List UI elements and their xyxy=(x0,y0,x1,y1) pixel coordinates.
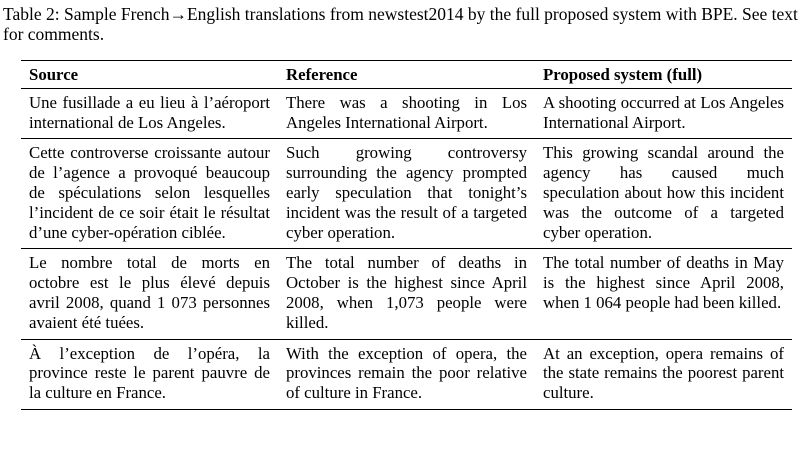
table-row: À l’exception de l’opéra, la province re… xyxy=(21,339,792,410)
source-cell: À l’exception de l’opéra, la province re… xyxy=(21,339,278,410)
table-row: Une fusillade a eu lieu à l’aéroport int… xyxy=(21,88,792,140)
reference-cell: With the exception of opera, the provinc… xyxy=(278,339,535,410)
source-cell: Une fusillade a eu lieu à l’aéroport int… xyxy=(21,88,278,140)
proposed-cell: A shooting occurred at Los Angeles Inter… xyxy=(535,88,792,140)
reference-cell: The total number of deaths in October is… xyxy=(278,248,535,340)
column-header-proposed: Proposed system (full) xyxy=(535,60,792,89)
source-cell: Le nombre total de morts en octobre est … xyxy=(21,248,278,340)
translation-table: Source Reference Proposed system (full) … xyxy=(21,60,792,410)
table-row: Cette controverse croissante autour de l… xyxy=(21,138,792,250)
proposed-cell: This growing scandal around the agency h… xyxy=(535,138,792,250)
table-header-row: Source Reference Proposed system (full) xyxy=(21,60,792,89)
table-row: Le nombre total de morts en octobre est … xyxy=(21,248,792,340)
reference-cell: There was a shooting in Los Angeles Inte… xyxy=(278,88,535,140)
column-header-source: Source xyxy=(21,60,278,89)
source-cell: Cette controverse croissante autour de l… xyxy=(21,138,278,250)
table-caption: Table 2: Sample French→English translati… xyxy=(3,4,798,44)
proposed-cell: The total number of deaths in May is the… xyxy=(535,248,792,340)
reference-cell: Such growing controversy surrounding the… xyxy=(278,138,535,250)
proposed-cell: At an exception, opera remains of the st… xyxy=(535,339,792,410)
column-header-reference: Reference xyxy=(278,60,535,89)
